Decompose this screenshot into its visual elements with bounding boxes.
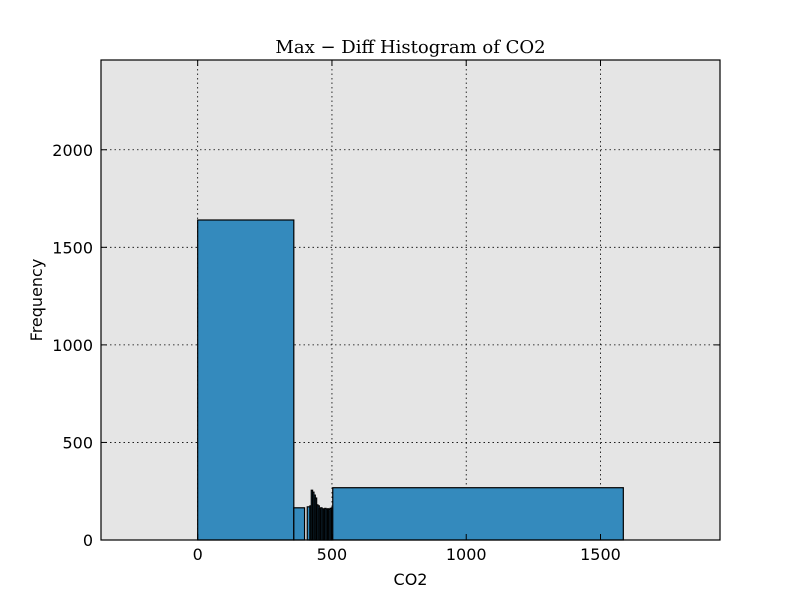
x-tick-label: 1000 <box>446 545 487 564</box>
x-axis-label: CO2 <box>394 570 428 589</box>
y-tick-label: 0 <box>83 531 93 550</box>
histogram-bar <box>197 219 295 541</box>
y-tick-label: 1500 <box>52 238 93 257</box>
y-axis-label: Frequency <box>27 259 46 342</box>
x-tick-label: 500 <box>317 545 348 564</box>
x-tick-label: 1500 <box>580 545 621 564</box>
plot-frame <box>100 59 721 541</box>
y-tick-label: 1000 <box>52 336 93 355</box>
histogram-bar <box>332 487 624 541</box>
y-tick-label: 500 <box>62 433 93 452</box>
axis-ticks: 0 500 1000 1500 0 500 1000 1500 2000 <box>52 60 720 564</box>
histogram-bars <box>197 219 624 541</box>
chart-title: Max − Diff Histogram of CO2 <box>275 37 545 58</box>
histogram-bar <box>293 507 306 541</box>
y-tick-label: 2000 <box>52 141 93 160</box>
x-tick-label: 0 <box>193 545 203 564</box>
plot-background <box>101 60 720 540</box>
